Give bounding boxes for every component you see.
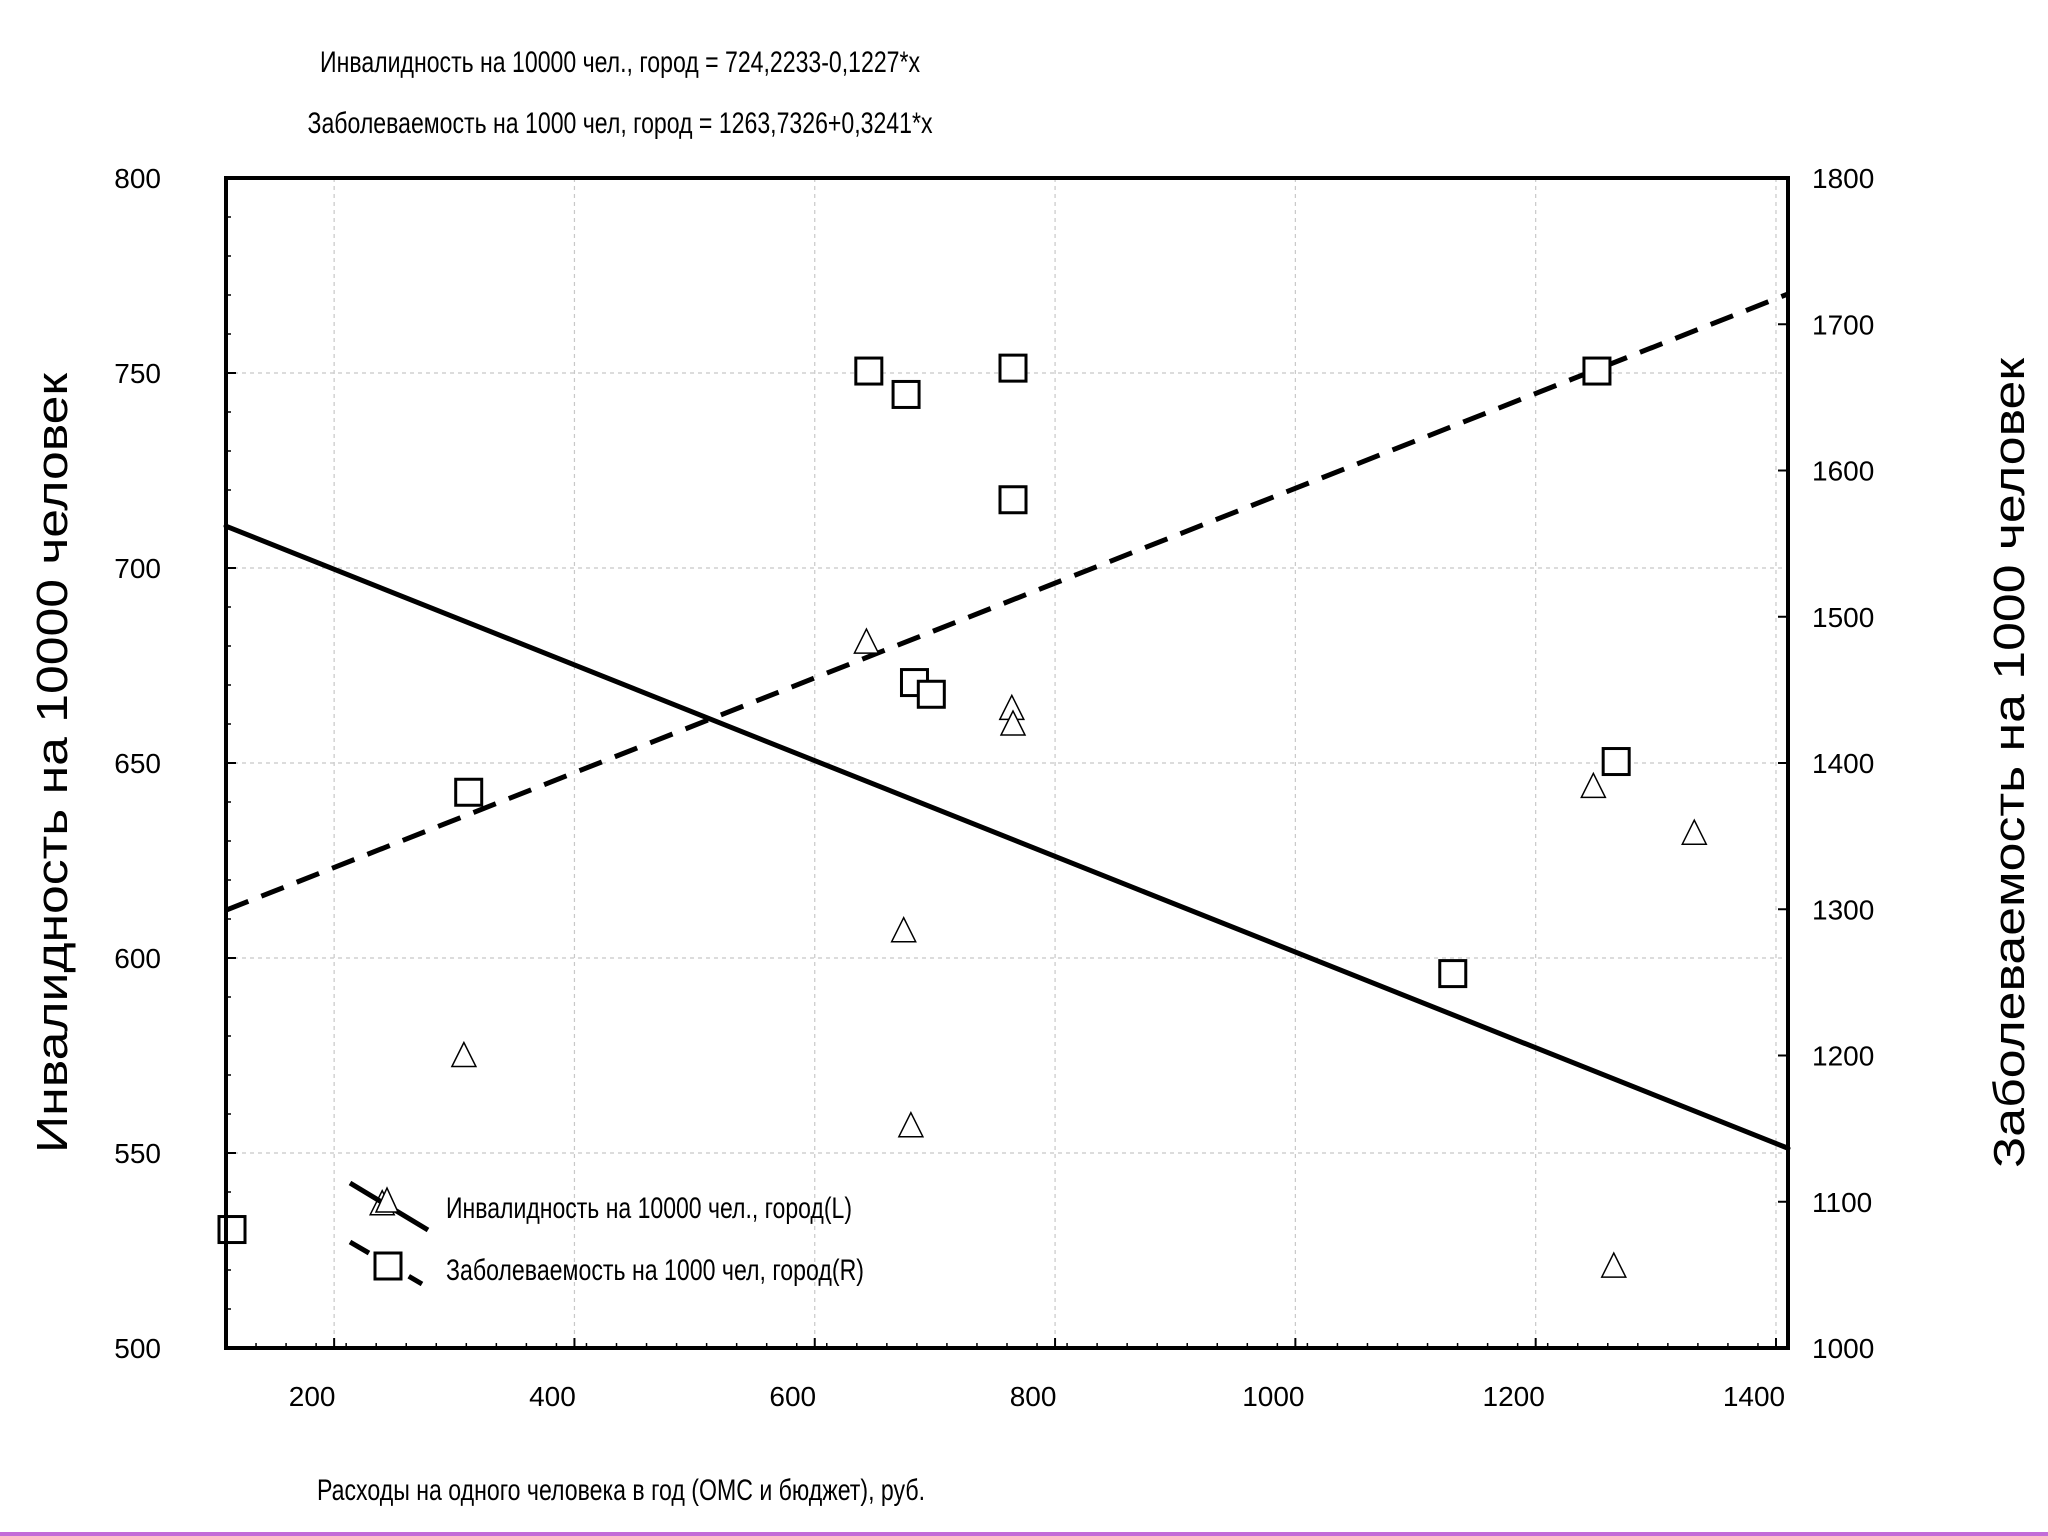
square-point-2 [854, 356, 884, 386]
y-left-tick-label-2: 600 [114, 943, 161, 974]
y-left-tick-label-4: 700 [114, 553, 161, 584]
x-tick-label-3: 800 [1010, 1381, 1057, 1412]
square-point-8 [1438, 959, 1468, 989]
triangle-point-9 [1681, 818, 1708, 845]
triangle-point-3 [890, 916, 917, 943]
y-axis-label-right: Заболеваемость на 1000 человек [1985, 357, 2034, 1168]
legend: Инвалидность на 10000 чел., город(L) Заб… [348, 1180, 864, 1287]
square-point-0 [217, 1215, 247, 1245]
square-point-10 [1601, 747, 1631, 777]
y-left-tick-label-6: 800 [114, 163, 161, 194]
x-tick-label-4: 1000 [1242, 1381, 1304, 1412]
legend-marker-square [373, 1251, 403, 1281]
triangle-point-4 [897, 1111, 925, 1138]
axis-ticks: 200 400 600 800 1000 1200 1400 500 550 600 650 700 7… [114, 163, 1874, 1412]
triangle-point-8 [1600, 1251, 1627, 1278]
data-points [217, 353, 1708, 1278]
y-right-tick-label-8: 1800 [1812, 163, 1874, 194]
legend-label-1: Инвалидность на 10000 чел., город(L) [446, 1192, 852, 1225]
x-tick-label-2: 600 [769, 1381, 816, 1412]
square-point-6 [998, 353, 1028, 383]
y-right-tick-label-6: 1600 [1812, 456, 1874, 487]
x-tick-label-1: 400 [529, 1381, 576, 1412]
triangle-point-7 [1580, 771, 1607, 799]
square-point-7 [998, 485, 1028, 515]
title-line-1: Инвалидность на 10000 чел., город = 724,… [320, 46, 920, 79]
square-point-5 [916, 679, 946, 709]
x-tick-label-0: 200 [289, 1381, 336, 1412]
square-point-9 [1582, 356, 1612, 386]
y-left-tick-label-0: 500 [114, 1333, 161, 1364]
fit-line-series-0 [223, 523, 1791, 1151]
square-point-1 [454, 777, 484, 807]
x-axis-label: Расходы на одного человека в год (ОМС и … [317, 1474, 925, 1507]
triangle-point-1 [450, 1040, 478, 1068]
y-right-tick-label-0: 1000 [1812, 1333, 1874, 1364]
y-left-tick-label-1: 550 [114, 1138, 161, 1169]
y-right-tick-label-3: 1300 [1812, 894, 1874, 925]
legend-marker-triangle [374, 1186, 400, 1213]
plot-frame [224, 176, 1790, 1350]
x-tick-label-6: 1400 [1723, 1381, 1785, 1412]
triangle-point-2 [853, 627, 880, 654]
y-right-tick-label-7: 1700 [1812, 309, 1874, 340]
legend-label-2: Заболеваемость на 1000 чел, город(R) [446, 1254, 864, 1287]
y-left-tick-label-5: 750 [114, 358, 161, 389]
square-point-3 [891, 379, 921, 409]
y-right-tick-label-2: 1200 [1812, 1041, 1874, 1072]
triangle-point-6 [999, 709, 1027, 736]
title-line-2: Заболеваемость на 1000 чел, город = 1263… [308, 107, 933, 140]
fit-line-series-1 [225, 291, 1789, 913]
y-right-tick-label-1: 1100 [1812, 1187, 1872, 1218]
y-axis-label-left: Инвалидность на 10000 человек [28, 372, 77, 1153]
grid [226, 178, 1788, 1348]
x-tick-label-5: 1200 [1483, 1381, 1545, 1412]
bottom-border [0, 1532, 2048, 1536]
y-right-tick-label-4: 1400 [1812, 748, 1874, 779]
fit-lines [223, 291, 1791, 1151]
y-left-tick-label-3: 650 [114, 748, 161, 779]
y-right-tick-label-5: 1500 [1812, 602, 1874, 633]
